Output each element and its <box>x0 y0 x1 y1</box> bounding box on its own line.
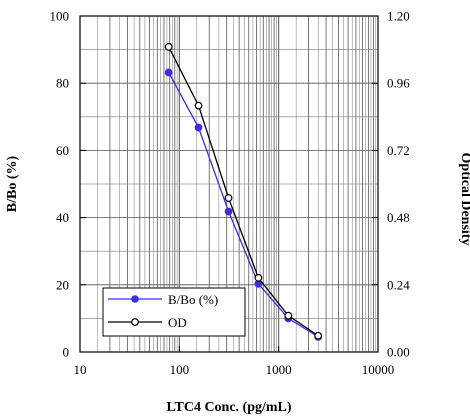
y2-tick-label: 0.00 <box>387 345 410 360</box>
y-tick-label: 0 <box>63 345 70 360</box>
data-point-od <box>254 273 263 282</box>
y-tick-label: 40 <box>56 210 69 225</box>
plot-frame <box>79 15 379 353</box>
y-tick-labels: 0 20 40 60 80 100 <box>50 9 70 360</box>
data-point-bbo <box>194 123 203 132</box>
data-point-od <box>224 194 233 202</box>
x-tick-label: 10 <box>74 362 87 377</box>
legend-label-bbo: B/Bo (%) <box>168 292 218 307</box>
y-tick-label: 100 <box>50 9 70 24</box>
data-point-od <box>314 331 323 340</box>
axis-ticks <box>79 15 379 353</box>
data-point-od <box>284 311 293 320</box>
y2-tick-labels: 0.00 0.24 0.48 0.72 0.96 1.20 <box>387 9 410 360</box>
y-tick-label: 80 <box>56 76 69 91</box>
legend-label-od: OD <box>168 315 187 330</box>
series-line-od <box>168 46 319 337</box>
y2-tick-label: 0.72 <box>387 143 410 158</box>
legend-box <box>102 287 246 337</box>
y-tick-label: 60 <box>56 143 69 158</box>
x-tick-label: 10000 <box>362 362 395 377</box>
y2-tick-label: 0.48 <box>387 210 410 225</box>
data-point-od <box>164 42 173 51</box>
y2-tick-label: 0.96 <box>387 76 410 91</box>
data-point-bbo <box>224 207 233 216</box>
y2-tick-label: 1.20 <box>387 9 410 24</box>
series-group <box>164 42 323 341</box>
data-point-bbo <box>164 68 173 77</box>
x-tick-labels: 10 100 1000 10000 <box>74 362 395 377</box>
y2-tick-label: 0.24 <box>387 277 410 292</box>
y2-axis-title: Optical Density <box>458 153 470 246</box>
y-axis-title: B/Bo (%) <box>5 155 20 212</box>
x-tick-label: 100 <box>170 362 190 377</box>
legend-marker-od <box>131 318 139 326</box>
x-axis-title: LTC4 Conc. (pg/mL) <box>166 400 291 415</box>
x-tick-label: 1000 <box>266 362 292 377</box>
legend: B/Bo (%) OD <box>102 287 246 337</box>
y-tick-label: 20 <box>56 277 69 292</box>
data-point-od <box>194 101 203 110</box>
legend-marker-bbo <box>131 295 139 303</box>
series-line-bbo <box>168 72 319 338</box>
